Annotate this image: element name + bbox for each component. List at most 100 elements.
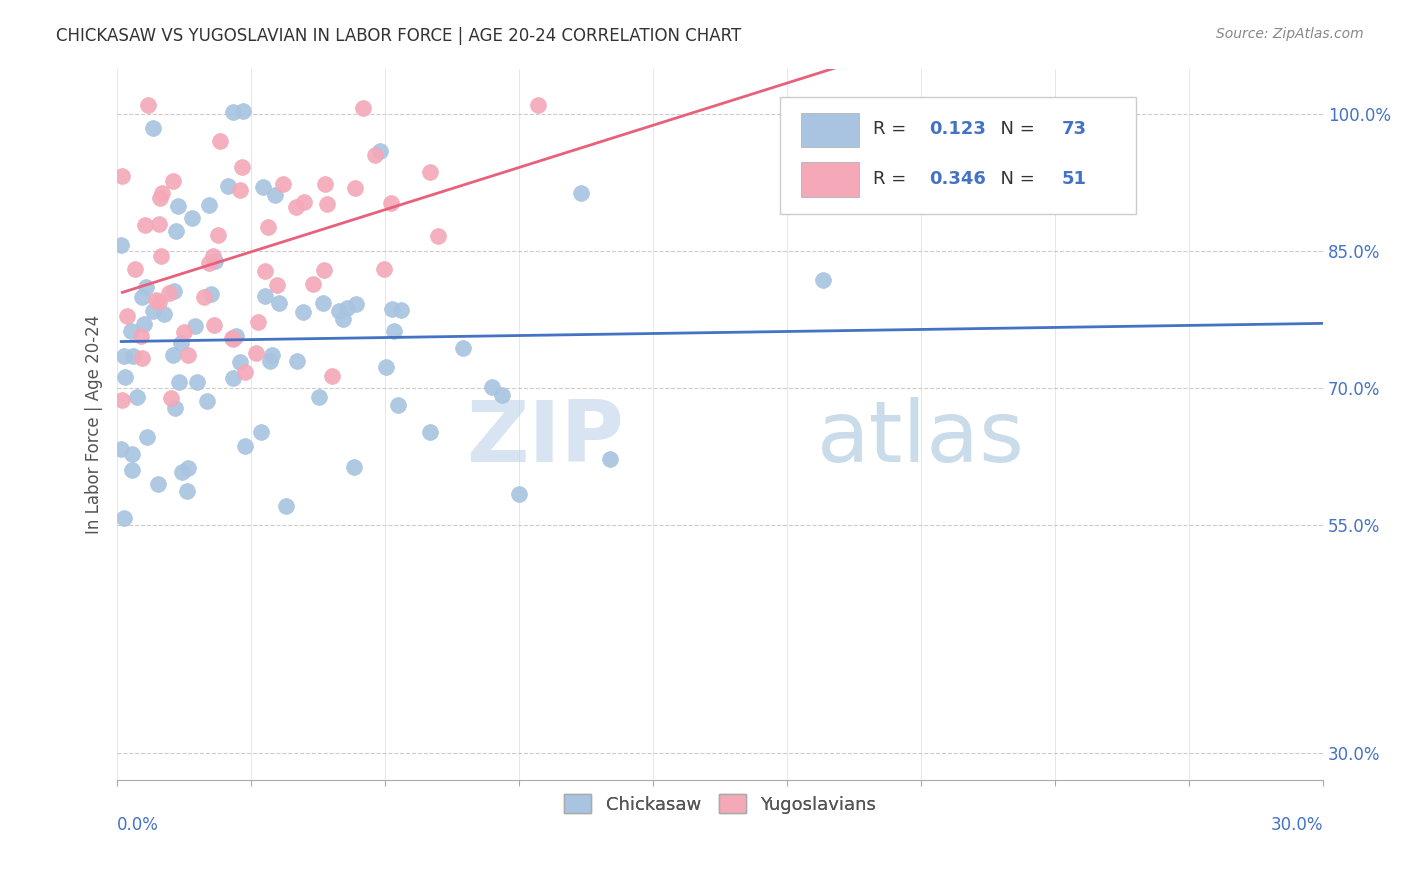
Text: atlas: atlas xyxy=(817,397,1025,480)
Point xyxy=(159,286,181,301)
Text: R =: R = xyxy=(873,120,912,138)
Point xyxy=(344,181,367,195)
Point xyxy=(162,284,184,298)
Point xyxy=(136,430,159,444)
Point xyxy=(312,295,335,310)
Point xyxy=(813,273,835,287)
Point xyxy=(426,229,449,244)
Point xyxy=(343,459,366,474)
Point xyxy=(308,390,330,404)
Point xyxy=(198,255,221,269)
Point xyxy=(233,439,256,453)
Point xyxy=(142,303,165,318)
Point xyxy=(287,354,309,368)
Point xyxy=(222,332,245,346)
Point xyxy=(453,341,475,355)
Text: R =: R = xyxy=(873,169,912,188)
Point xyxy=(163,401,186,415)
Point xyxy=(167,375,190,389)
Point xyxy=(332,311,354,326)
Point xyxy=(111,392,134,407)
Point xyxy=(142,120,165,135)
FancyBboxPatch shape xyxy=(801,162,859,196)
Point xyxy=(382,324,405,338)
Text: 51: 51 xyxy=(1062,169,1087,188)
Point xyxy=(170,465,193,479)
Point xyxy=(222,371,245,385)
Point xyxy=(229,354,252,368)
Text: 0.123: 0.123 xyxy=(929,120,986,138)
Point xyxy=(122,349,145,363)
Point xyxy=(186,376,208,390)
Text: N =: N = xyxy=(988,169,1040,188)
Point xyxy=(136,98,159,112)
Point xyxy=(201,249,224,263)
Point xyxy=(314,177,336,191)
Text: 0.346: 0.346 xyxy=(929,169,986,188)
Point xyxy=(135,280,157,294)
Point xyxy=(181,211,204,225)
Point xyxy=(134,219,156,233)
Point xyxy=(150,186,173,200)
Point xyxy=(225,329,247,343)
Point xyxy=(381,301,404,316)
Point xyxy=(148,217,170,231)
Point xyxy=(257,220,280,235)
Point xyxy=(316,196,339,211)
Point xyxy=(253,289,276,303)
Point xyxy=(184,318,207,333)
Point xyxy=(167,199,190,213)
Point xyxy=(221,331,243,345)
Point xyxy=(599,451,621,466)
Point xyxy=(264,187,287,202)
Point xyxy=(173,325,195,339)
Point xyxy=(150,249,173,263)
Point xyxy=(267,296,290,310)
Point xyxy=(204,254,226,268)
Point xyxy=(249,425,271,439)
Point xyxy=(245,346,267,360)
Point xyxy=(481,379,503,393)
Text: CHICKASAW VS YUGOSLAVIAN IN LABOR FORCE | AGE 20-24 CORRELATION CHART: CHICKASAW VS YUGOSLAVIAN IN LABOR FORCE … xyxy=(56,27,741,45)
Point xyxy=(252,180,274,194)
Y-axis label: In Labor Force | Age 20-24: In Labor Force | Age 20-24 xyxy=(86,315,103,534)
Point xyxy=(197,394,219,409)
Point xyxy=(508,487,530,501)
Point xyxy=(162,174,184,188)
Point xyxy=(387,398,409,412)
Text: N =: N = xyxy=(988,120,1040,138)
Point xyxy=(571,186,593,200)
Point xyxy=(260,348,283,362)
Point xyxy=(344,297,367,311)
Point xyxy=(124,262,146,277)
Text: ZIP: ZIP xyxy=(465,397,624,480)
Point xyxy=(314,262,336,277)
Legend: Chickasaw, Yugoslavians: Chickasaw, Yugoslavians xyxy=(557,787,883,821)
Point xyxy=(363,148,385,162)
Point xyxy=(292,305,315,319)
Point xyxy=(271,177,294,191)
Point xyxy=(165,224,187,238)
Point xyxy=(207,227,229,242)
Point xyxy=(197,198,219,212)
Point xyxy=(169,335,191,350)
Point xyxy=(152,307,174,321)
Point xyxy=(115,309,138,323)
Point xyxy=(200,286,222,301)
Point xyxy=(276,499,298,513)
Point xyxy=(352,101,374,115)
Point xyxy=(302,277,325,291)
Point xyxy=(246,315,269,329)
Point xyxy=(176,483,198,498)
Point xyxy=(266,277,288,292)
Point xyxy=(284,200,307,214)
Text: 30.0%: 30.0% xyxy=(1271,815,1323,834)
Point xyxy=(131,351,153,365)
Point xyxy=(217,179,239,194)
FancyBboxPatch shape xyxy=(780,97,1136,214)
Point xyxy=(292,194,315,209)
Point xyxy=(110,238,132,252)
Point xyxy=(527,98,550,112)
Point xyxy=(375,360,398,375)
Point xyxy=(121,447,143,461)
